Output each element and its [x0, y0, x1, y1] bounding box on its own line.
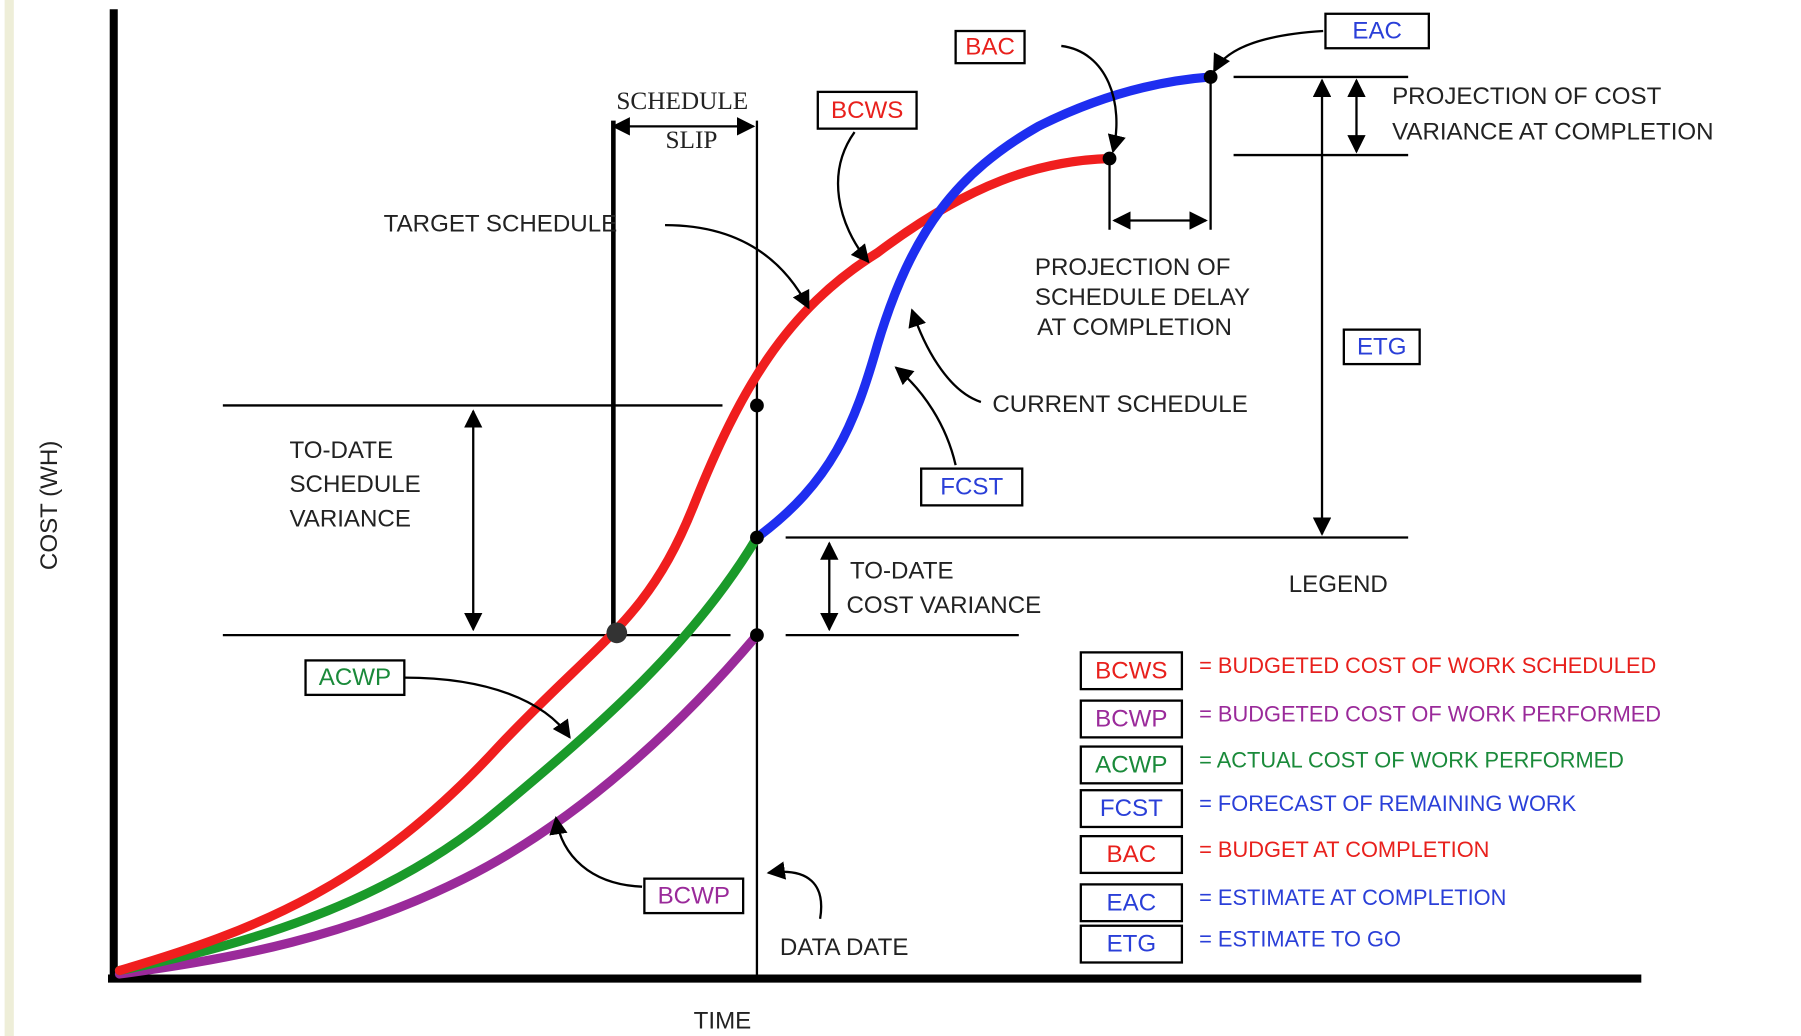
label-box: [1342, 328, 1421, 366]
annotation: COST VARIANCE: [847, 592, 1042, 619]
box-label: ETG: [1357, 333, 1407, 360]
box-label: BCWP: [658, 882, 730, 909]
legend-code-box: [1079, 745, 1184, 785]
label-box: [1324, 12, 1430, 50]
pointer: [894, 366, 957, 466]
annotation: SCHEDULE DELAY: [1035, 284, 1250, 311]
legend-meaning: = ESTIMATE AT COMPLETION: [1199, 885, 1506, 910]
annotation: DATA DATE: [780, 934, 909, 961]
box-label: EAC: [1352, 18, 1402, 45]
legend-meaning: = FORECAST OF REMAINING WORK: [1199, 791, 1577, 816]
pointer: [766, 861, 823, 920]
box-label: ACWP: [319, 664, 391, 691]
annotation: CURRENT SCHEDULE: [992, 391, 1247, 418]
legend-code-box: [1079, 651, 1184, 691]
legend-code-box: [1079, 699, 1184, 739]
annotation: TARGET SCHEDULE: [384, 210, 618, 237]
box-label: BAC: [965, 34, 1015, 61]
acwp-curve: [114, 532, 762, 976]
pointer: [836, 131, 870, 264]
label-box: [304, 659, 406, 697]
annotation: TO-DATE: [850, 557, 954, 584]
annotation: SCHEDULE: [616, 87, 748, 115]
legend-code: EAC: [1107, 889, 1157, 916]
annotation: TO-DATE: [289, 437, 393, 464]
label-box: [816, 90, 918, 130]
legend-code-box: [1079, 789, 1184, 829]
legend-code: ACWP: [1095, 751, 1167, 778]
point: [750, 398, 764, 413]
annotation: AT COMPLETION: [1037, 314, 1232, 341]
point: [1102, 151, 1117, 166]
legend-title: LEGEND: [1289, 571, 1388, 598]
pointer: [549, 815, 643, 888]
legend-meaning: = BUDGET AT COMPLETION: [1199, 837, 1489, 862]
legend-code: FCST: [1100, 795, 1163, 822]
bcwp-curve: [114, 630, 762, 979]
fcst-curve: [752, 72, 1216, 543]
point: [1203, 70, 1218, 84]
legend-code: ETG: [1107, 931, 1157, 958]
pointer: [908, 308, 982, 404]
legend-meaning: = ACTUAL COST OF WORK PERFORMED: [1199, 747, 1624, 772]
annotation: VARIANCE AT COMPLETION: [1392, 119, 1714, 146]
legend-code: BAC: [1107, 841, 1157, 868]
label-box: [643, 877, 745, 915]
annotation: PROJECTION OF COST: [1392, 83, 1662, 110]
point: [750, 530, 764, 545]
legend-meaning: = ESTIMATE TO GO: [1199, 926, 1401, 951]
legend-code-box: [1079, 883, 1184, 923]
label-box: [920, 467, 1024, 507]
point: [750, 628, 764, 643]
point: [606, 622, 628, 644]
pointer: [1213, 29, 1324, 73]
legend-code: BCWP: [1095, 706, 1167, 733]
legend-code-box: [1079, 835, 1184, 875]
pointer: [1061, 44, 1126, 154]
side-strip: [4, 0, 14, 1036]
legend-meaning: = BUDGETED COST OF WORK PERFORMED: [1199, 701, 1661, 726]
pointer: [665, 223, 810, 310]
y-axis-label: COST (WH): [36, 441, 63, 570]
annotation: VARIANCE: [289, 506, 410, 533]
box-label: FCST: [940, 474, 1003, 501]
box-label: BCWS: [831, 97, 903, 124]
annotation: SLIP: [666, 126, 718, 154]
annotation: SCHEDULE: [289, 471, 420, 498]
legend-code: BCWS: [1095, 657, 1167, 684]
x-axis-label: TIME: [694, 1008, 752, 1035]
pointer: [404, 676, 571, 739]
annotation: PROJECTION OF: [1035, 254, 1231, 281]
legend-meaning: = BUDGETED COST OF WORK SCHEDULED: [1199, 653, 1656, 678]
legend-code-box: [1079, 924, 1184, 964]
label-box: [954, 29, 1026, 65]
